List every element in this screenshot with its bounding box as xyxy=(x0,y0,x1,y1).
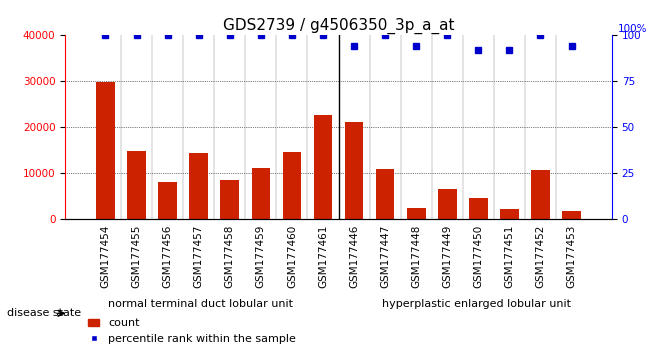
Bar xyxy=(127,152,146,219)
Title: GDS2739 / g4506350_3p_a_at: GDS2739 / g4506350_3p_a_at xyxy=(223,18,454,34)
Bar xyxy=(407,208,426,219)
Bar xyxy=(500,209,519,219)
Bar xyxy=(158,182,177,219)
Bar xyxy=(189,153,208,219)
Text: 100%: 100% xyxy=(617,24,647,34)
Bar xyxy=(251,168,270,219)
Bar xyxy=(469,198,488,219)
Bar xyxy=(96,82,115,219)
Legend: count, percentile rank within the sample: count, percentile rank within the sample xyxy=(84,314,301,348)
Bar xyxy=(221,181,239,219)
Text: normal terminal duct lobular unit: normal terminal duct lobular unit xyxy=(107,299,293,309)
Text: disease state: disease state xyxy=(7,308,81,318)
Text: hyperplastic enlarged lobular unit: hyperplastic enlarged lobular unit xyxy=(382,299,572,309)
Bar xyxy=(562,211,581,219)
Bar xyxy=(376,169,395,219)
Bar xyxy=(438,189,456,219)
Bar xyxy=(314,115,332,219)
Bar xyxy=(283,152,301,219)
Bar xyxy=(531,170,550,219)
Bar xyxy=(345,122,363,219)
